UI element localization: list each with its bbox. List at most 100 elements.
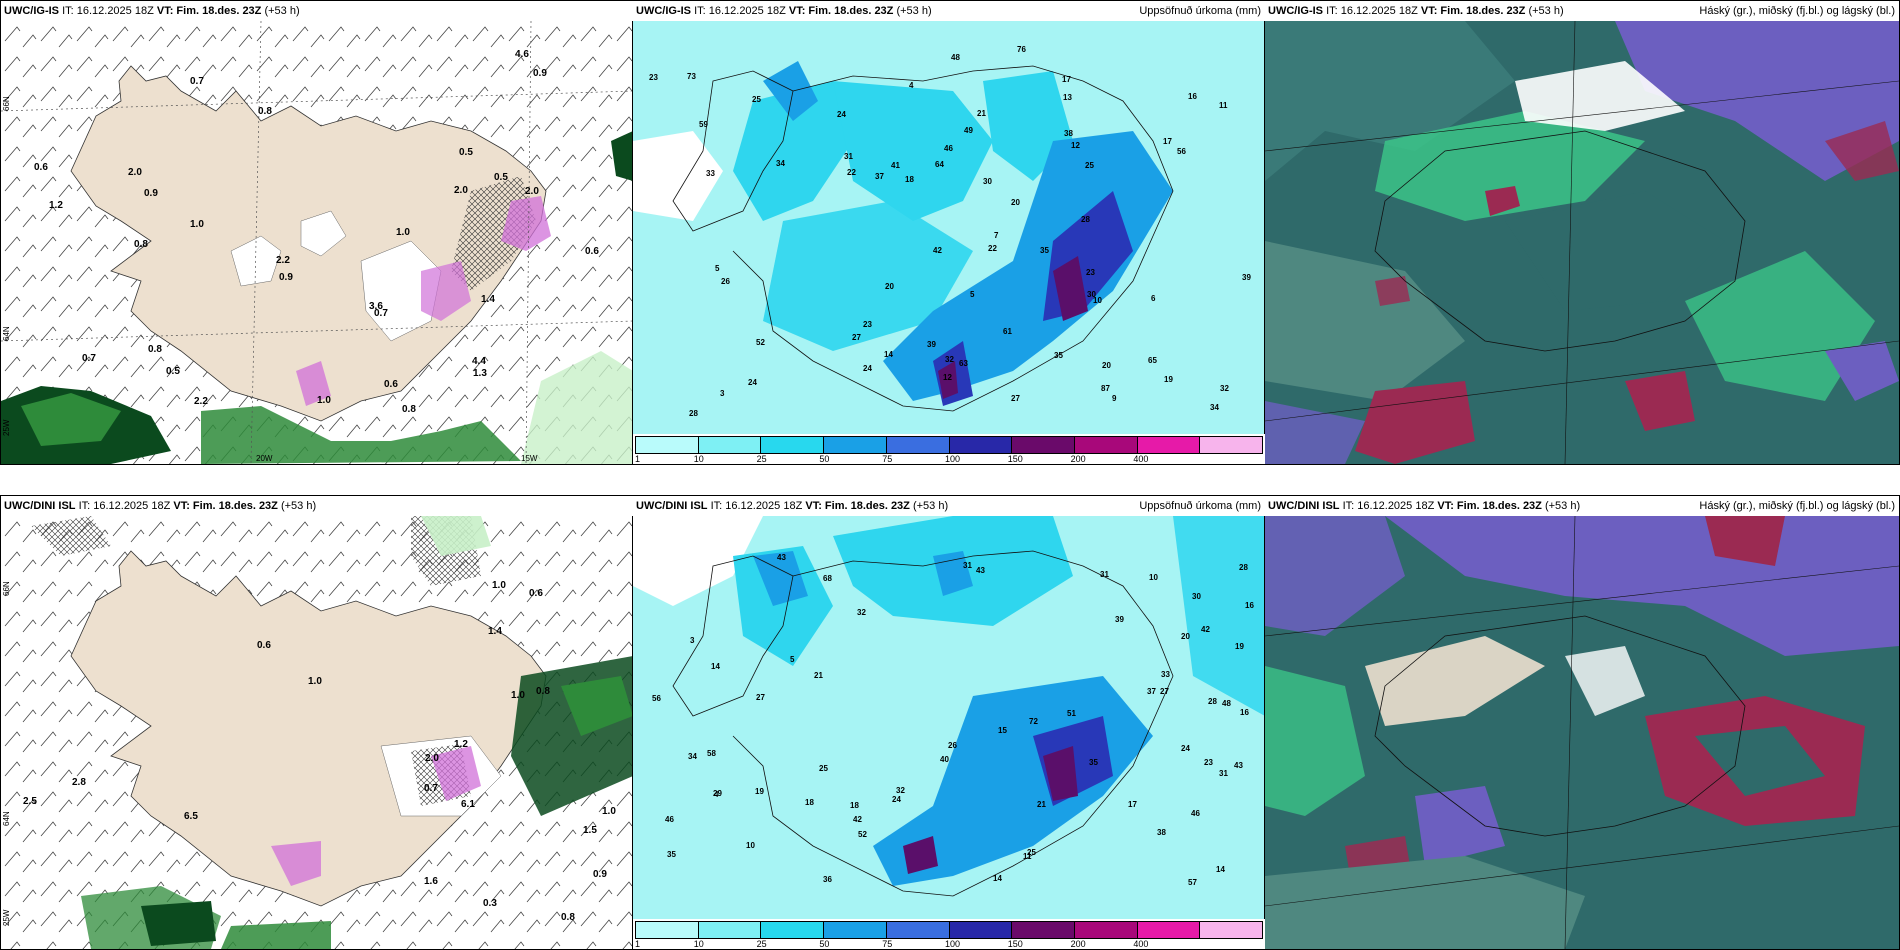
value-label: 5 (790, 655, 795, 664)
title-model: UWC/IG-IS (636, 5, 691, 17)
value-label: 10 (746, 841, 755, 850)
value-label: 37 (1147, 687, 1156, 696)
value-label: 32 (857, 608, 866, 617)
value-label: 33 (1161, 670, 1170, 679)
value-label: 22 (847, 168, 856, 177)
value-label: 17 (1163, 137, 1172, 146)
value-label: 23 (863, 320, 872, 329)
value-label: 4.6 (515, 49, 529, 60)
value-label: 18 (850, 801, 859, 810)
value-label: 2.5 (23, 796, 37, 807)
value-label: 38 (1064, 129, 1073, 138)
value-label: 18 (905, 175, 914, 184)
value-label: 68 (823, 574, 832, 583)
title-vt: VT: Fim. 18.des. 23Z (1420, 5, 1526, 17)
value-label: 43 (1234, 761, 1243, 770)
value-label: 41 (891, 161, 900, 170)
lat-label-66: 66N (2, 96, 11, 111)
value-label: 32 (1220, 384, 1229, 393)
value-label: 6.5 (184, 811, 198, 822)
value-label: 51 (1067, 709, 1076, 718)
title-model: UWC/DINI ISL (636, 500, 708, 512)
lon-label-15w: 15W (521, 454, 538, 463)
value-label: 10 (1149, 573, 1158, 582)
legend-tick-label: 100 (945, 939, 961, 949)
value-label: 57 (1188, 878, 1197, 887)
color-legend: 1 10 25 50 75 100 150 200 400 (633, 919, 1265, 949)
value-label: 25 (1027, 848, 1036, 857)
value-label: 1.0 (511, 690, 525, 701)
value-label: 2.0 (425, 753, 439, 764)
value-label: 0.8 (561, 912, 575, 923)
value-label: 65 (1148, 356, 1157, 365)
title-lead: (+53 h) (280, 500, 317, 512)
value-label: 28 (1208, 697, 1217, 706)
value-label: 56 (1177, 147, 1186, 156)
value-label: 25 (1085, 161, 1094, 170)
legend-swatch (1012, 922, 1075, 938)
value-label: 0.8 (134, 239, 148, 250)
title-right: Uppsöfnuð úrkoma (mm) (1139, 500, 1261, 512)
legend-colorbar (635, 921, 1263, 939)
value-label: 21 (1037, 800, 1046, 809)
panel-title: UWC/IG-IS IT: 16.12.2025 18Z VT: Fim. 18… (1, 1, 633, 21)
value-label: 0.9 (533, 68, 547, 79)
value-label: 18 (805, 798, 814, 807)
value-label: 23 (649, 73, 658, 82)
value-label: 12 (1071, 141, 1080, 150)
value-labels: 5435223485725104331467219244043342933301… (652, 553, 1254, 887)
legend-swatch (886, 437, 950, 453)
value-label: 3 (690, 636, 695, 645)
value-label: 0.8 (402, 404, 416, 415)
value-label: 36 (823, 875, 832, 884)
legend-tick-label: 150 (1007, 454, 1023, 464)
panel-title: UWC/DINI ISL IT: 16.12.2025 18Z VT: Fim.… (1265, 496, 1899, 516)
value-label: 6.1 (461, 799, 475, 810)
value-label: 16 (1240, 708, 1249, 717)
title-vt: VT: Fim. 18.des. 23Z (156, 5, 262, 17)
panel-bot-right: UWC/DINI ISL IT: 16.12.2025 18Z VT: Fim.… (1264, 495, 1900, 950)
lat-label-25w: 25W (2, 419, 11, 436)
panel-bot-mid: UWC/DINI ISL IT: 16.12.2025 18Z VT: Fim.… (632, 495, 1266, 950)
value-label: 1.0 (602, 806, 616, 817)
legend-swatch (1137, 922, 1201, 938)
value-label: 26 (721, 277, 730, 286)
title-right: Uppsöfnuð úrkoma (mm) (1139, 5, 1261, 17)
value-label: 30 (1192, 592, 1201, 601)
value-label: 24 (748, 378, 757, 387)
legend-swatch (1137, 437, 1201, 453)
title-lead: (+53 h) (1544, 500, 1581, 512)
title-it: IT: 16.12.2025 18Z (78, 500, 171, 512)
legend-tick-label: 10 (693, 939, 704, 949)
value-label: 63 (959, 359, 968, 368)
legend-swatch (761, 437, 825, 453)
lat-label-66: 66N (2, 581, 11, 596)
value-label: 35 (667, 850, 676, 859)
value-label: 1.0 (308, 676, 322, 687)
value-label: 42 (1201, 625, 1210, 634)
legend-tick-label: 25 (756, 939, 767, 949)
value-label: 1.0 (492, 580, 506, 591)
title-model: UWC/DINI ISL (4, 500, 76, 512)
value-label: 2.0 (128, 167, 142, 178)
lon-label-20w: 20W (256, 454, 273, 463)
value-label: 39 (927, 340, 936, 349)
value-label: 32 (945, 355, 954, 364)
value-label: 0.5 (494, 172, 508, 183)
value-label: 25 (752, 95, 761, 104)
legend-tick-label: 400 (1133, 454, 1149, 464)
value-label: 31 (1219, 769, 1228, 778)
value-label: 0.9 (279, 272, 293, 283)
value-label: 1.3 (473, 368, 487, 379)
value-label: 0.6 (529, 588, 543, 599)
panel-bot-left: UWC/DINI ISL IT: 16.12.2025 18Z VT: Fim.… (0, 495, 634, 950)
value-label: 30 (1087, 290, 1096, 299)
value-label: 10 (1093, 296, 1102, 305)
value-label: 0.6 (384, 379, 398, 390)
value-label: 7 (994, 231, 999, 240)
title-vt: VT: Fim. 18.des. 23Z (788, 5, 894, 17)
legend-tick-label: 100 (945, 454, 961, 464)
value-label: 1.0 (190, 219, 204, 230)
value-label: 43 (976, 566, 985, 575)
value-label: 16 (1188, 92, 1197, 101)
